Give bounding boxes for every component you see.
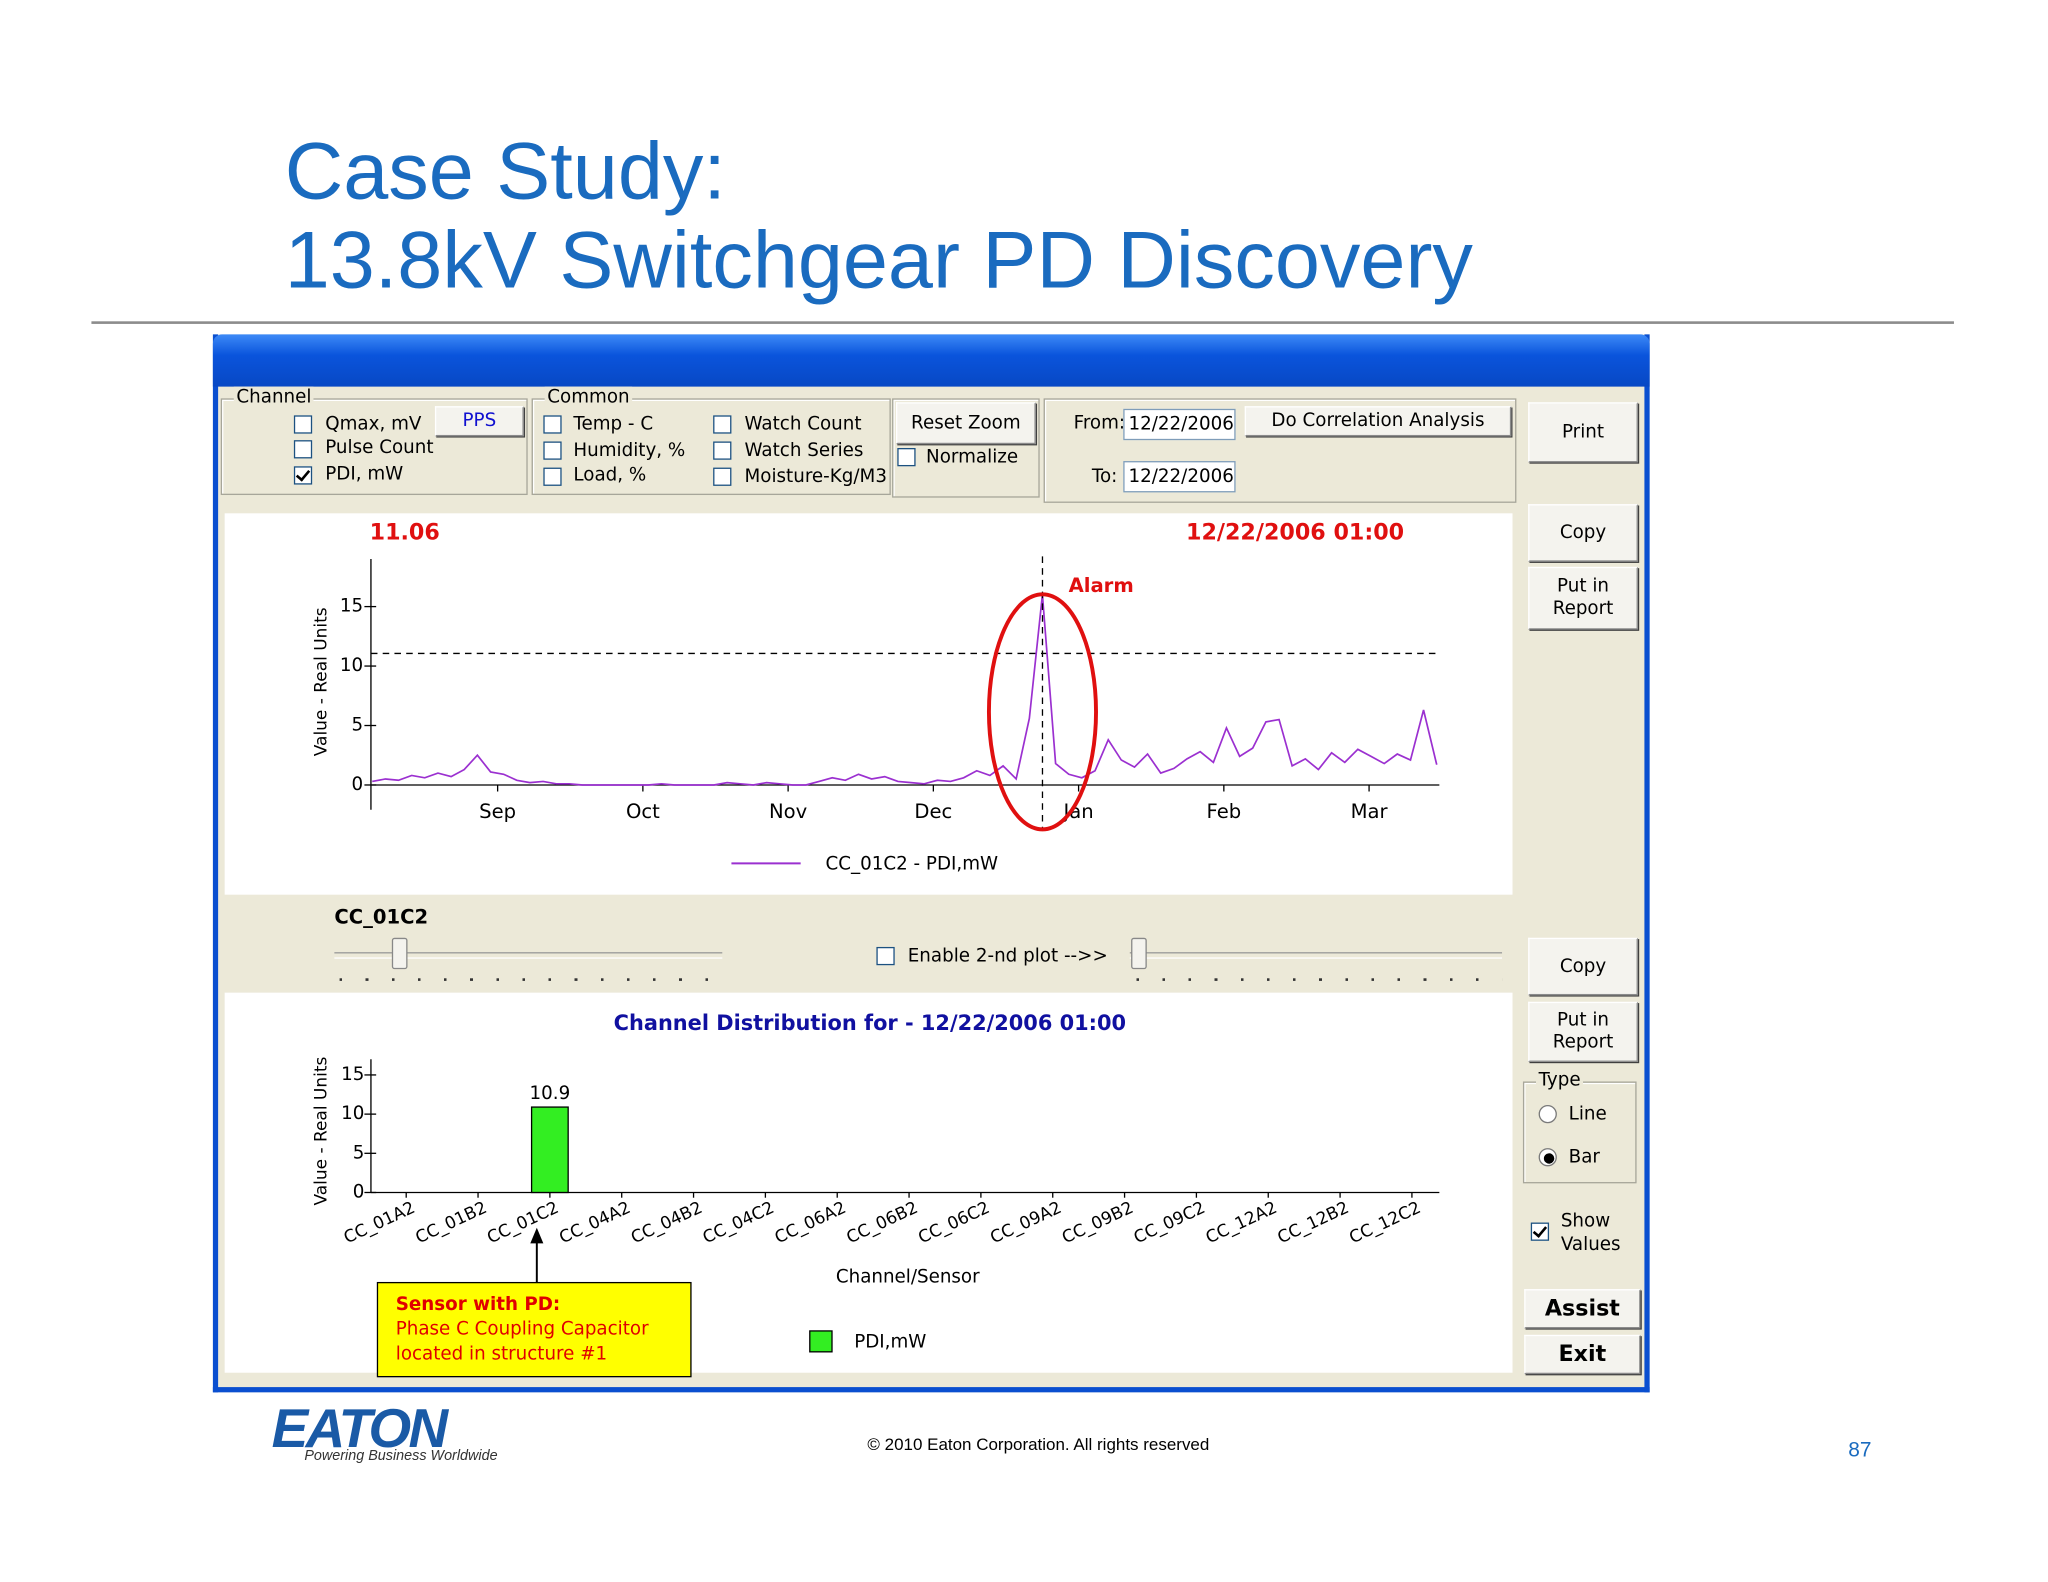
group-label: Common — [544, 386, 633, 408]
checkbox-label: Humidity, % — [573, 440, 686, 462]
checkbox[interactable] — [713, 415, 732, 434]
to-input[interactable]: 12/22/2006 — [1123, 461, 1236, 493]
report-button[interactable]: Put in Report — [1528, 1001, 1638, 1062]
radio-label: Bar — [1568, 1146, 1600, 1168]
group-label: Type — [1535, 1069, 1584, 1091]
checkbox-label: Moisture-Kg/M3 — [744, 466, 887, 488]
to-label: To: — [1091, 466, 1118, 488]
checkbox-label: PDI, mW — [325, 463, 404, 485]
slider-thumb[interactable] — [1131, 937, 1147, 970]
checkbox[interactable] — [876, 946, 895, 966]
checkbox[interactable] — [543, 441, 562, 460]
checkbox-label: Normalize — [926, 446, 1019, 468]
page-number: 87 — [1848, 1439, 1872, 1462]
checkbox-label: Qmax, mV — [325, 414, 422, 435]
checkbox[interactable] — [293, 415, 313, 434]
checkbox[interactable] — [1530, 1222, 1550, 1241]
pps-button[interactable]: PPS — [434, 406, 524, 437]
copyright: © 2010 Eaton Corporation. All rights res… — [867, 1434, 1210, 1454]
checkbox-label: Load, % — [573, 464, 647, 486]
checkbox[interactable] — [897, 447, 916, 467]
copy-button[interactable]: Copy — [1528, 504, 1638, 562]
trend-panel — [224, 513, 1513, 895]
from-input[interactable]: 12/22/2006 — [1123, 408, 1236, 441]
date-group — [1043, 398, 1517, 503]
checkbox[interactable] — [543, 467, 562, 486]
slider-track — [334, 952, 723, 959]
logo: EATON — [271, 1397, 448, 1459]
channel-group: Channel — [220, 386, 528, 496]
correlation-button[interactable]: Do Correlation Analysis — [1244, 406, 1512, 437]
type-group: Type — [1522, 1069, 1637, 1184]
checkbox[interactable] — [293, 466, 313, 485]
checkbox-label: Temp - C — [573, 414, 654, 435]
radio-label: Line — [1568, 1103, 1607, 1125]
print-button[interactable]: Print — [1528, 402, 1638, 463]
checkbox-label: Watch Series — [744, 440, 864, 462]
title-line: Case Study: — [284, 126, 726, 217]
checkbox-label: Watch Count — [744, 414, 862, 435]
checkbox[interactable] — [713, 441, 732, 460]
slider-label: CC_01C2 — [334, 905, 429, 929]
radio[interactable] — [1538, 1148, 1557, 1167]
title-rule — [91, 321, 1954, 324]
title-line: 13.8kV Switchgear PD Discovery — [284, 215, 1473, 306]
checkbox-label: Pulse Count — [325, 437, 434, 459]
checkbox-label: Enable 2-nd plot -->> — [907, 945, 1108, 967]
checkbox[interactable] — [543, 415, 562, 434]
report-button[interactable]: Put in Report — [1528, 566, 1638, 630]
assist-button[interactable]: Assist — [1524, 1289, 1641, 1329]
window-titlebar — [212, 334, 1650, 387]
checkbox-label: Show Values — [1560, 1210, 1621, 1256]
common-group: Common — [531, 386, 891, 496]
slide-title: Case Study: 13.8kV Switchgear PD Discove… — [284, 126, 1473, 306]
zoom-group — [892, 398, 1040, 498]
copy-button[interactable]: Copy — [1528, 937, 1638, 996]
checkbox[interactable] — [293, 440, 313, 459]
radio[interactable] — [1538, 1104, 1557, 1124]
group-label: Channel — [233, 386, 315, 408]
slider-ticks — [1136, 978, 1503, 981]
slider-ticks — [339, 978, 723, 981]
reset-zoom-button[interactable]: Reset Zoom — [895, 402, 1036, 445]
slider-track — [1129, 952, 1503, 959]
tagline: Powering Business Worldwide — [304, 1448, 498, 1465]
checkbox[interactable] — [713, 467, 732, 486]
exit-button[interactable]: Exit — [1524, 1334, 1641, 1375]
from-label: From: — [1073, 412, 1126, 434]
slider-thumb[interactable] — [391, 937, 408, 970]
distribution-panel — [224, 992, 1513, 1373]
